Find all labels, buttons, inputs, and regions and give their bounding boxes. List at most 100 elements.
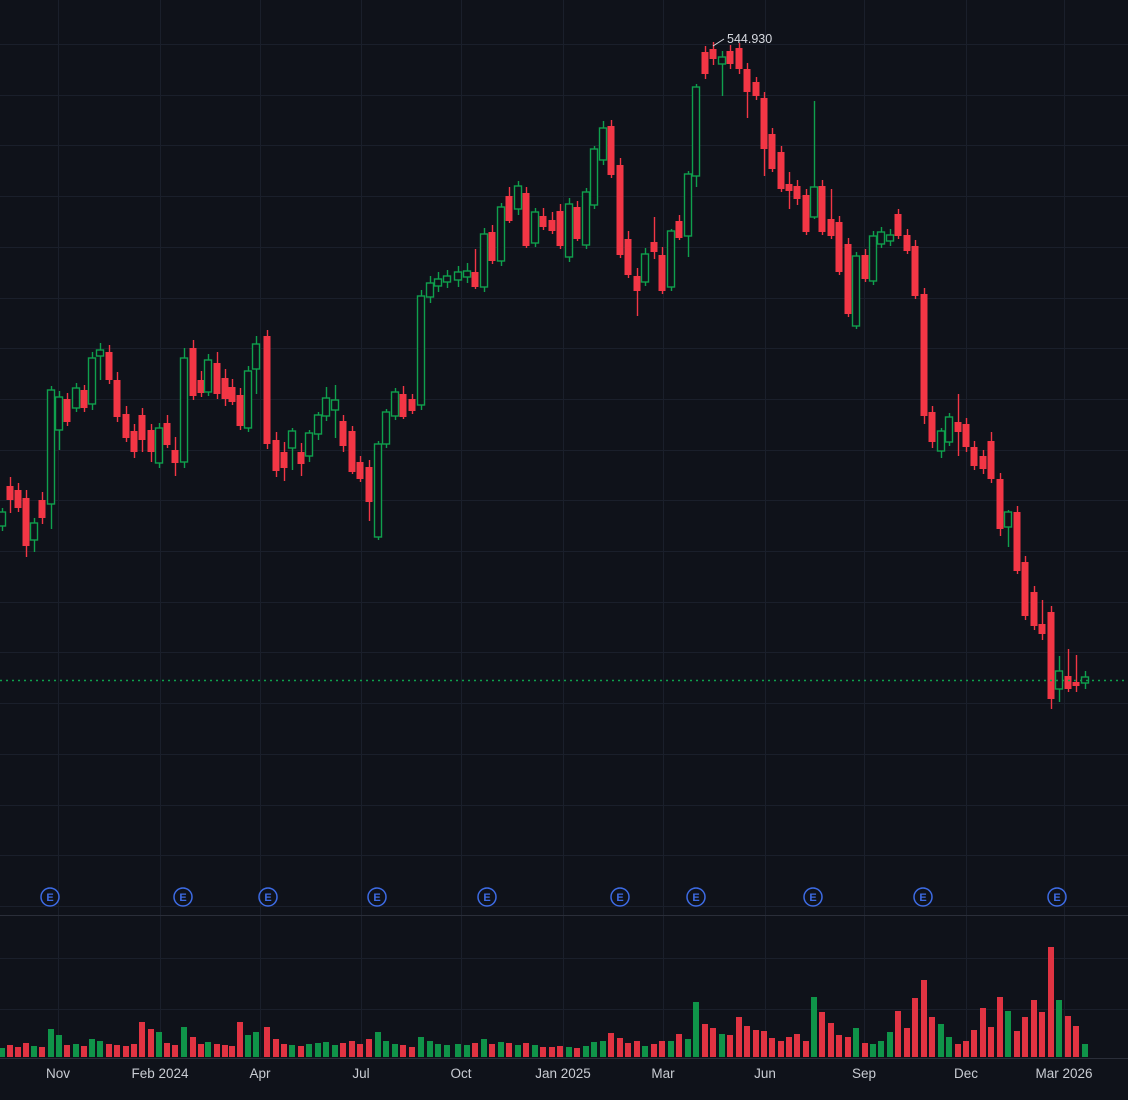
candle [701, 46, 709, 79]
volume-bar [642, 1046, 648, 1057]
earnings-marker-icon[interactable]: E [1047, 887, 1067, 907]
candle [416, 290, 426, 410]
volume-bar [506, 1043, 512, 1057]
candle [650, 217, 658, 259]
volume-bar [139, 1022, 145, 1057]
volume-bar [205, 1042, 211, 1057]
candle [71, 383, 81, 412]
candle [38, 492, 46, 524]
volume-bar [1022, 1017, 1028, 1057]
volume-bar [929, 1017, 935, 1057]
volume-bar [114, 1045, 120, 1057]
candle [228, 379, 236, 405]
candle [390, 388, 400, 420]
candlestick-series[interactable] [0, 42, 1090, 709]
volume-bar [744, 1026, 750, 1057]
volume-bar [1031, 1000, 1037, 1057]
earnings-marker-icon[interactable]: E [367, 887, 387, 907]
candle [113, 372, 121, 422]
volume-bar [862, 1043, 868, 1057]
volume-bar [237, 1022, 243, 1057]
earnings-marker-icon[interactable]: E [686, 887, 706, 907]
volume-bar [156, 1032, 162, 1057]
svg-text:E: E [919, 892, 926, 904]
volume-bar [693, 1002, 699, 1057]
volume-bar [600, 1041, 606, 1057]
candle [979, 450, 987, 474]
volume-bar [634, 1041, 640, 1057]
volume-bar [778, 1041, 784, 1057]
volume-bar [464, 1045, 470, 1057]
earnings-marker-icon[interactable]: E [40, 887, 60, 907]
candle [399, 386, 407, 419]
volume-bar [532, 1045, 538, 1057]
candle [717, 51, 727, 96]
candle [236, 388, 244, 430]
candle [365, 460, 373, 521]
volume-bar [549, 1047, 555, 1057]
volume-bar [472, 1043, 478, 1057]
volume-bar [15, 1047, 21, 1057]
earnings-marker-icon[interactable]: E [173, 887, 193, 907]
volume-bar [23, 1043, 29, 1057]
candle [851, 252, 861, 329]
candle [154, 423, 164, 468]
candle [147, 424, 155, 462]
volume-bar [1073, 1026, 1079, 1057]
volume-bar [685, 1039, 691, 1057]
volume-bar [315, 1043, 321, 1057]
volume-bar [131, 1044, 137, 1057]
volume-bar [172, 1045, 178, 1057]
candle [29, 518, 39, 552]
candle [122, 406, 130, 442]
volume-bar [0, 1048, 5, 1057]
volume-bar [181, 1027, 187, 1057]
candle [313, 412, 323, 440]
earnings-marker-icon[interactable]: E [610, 887, 630, 907]
x-axis-label: Apr [249, 1066, 271, 1081]
candle [861, 249, 869, 282]
candle [505, 187, 513, 223]
candle [87, 352, 97, 410]
candle [496, 203, 506, 266]
candle [425, 276, 435, 303]
candle [1030, 586, 1038, 630]
candle [189, 340, 197, 400]
candle [1047, 606, 1055, 709]
volume-bar [273, 1039, 279, 1057]
candle [348, 426, 356, 474]
volume-bar [523, 1043, 529, 1057]
earnings-marker-icon[interactable]: E [477, 887, 497, 907]
volume-bar [946, 1037, 952, 1057]
earnings-marker-icon[interactable]: E [913, 887, 933, 907]
earnings-marker-icon[interactable]: E [258, 887, 278, 907]
time-axis[interactable]: Nov Feb 2024 Apr Jul Oct Jan 2025 Mar Jun Sep Dec… [46, 1066, 1093, 1081]
candle [1064, 649, 1072, 692]
earnings-marker-icon[interactable]: E [803, 887, 823, 907]
candle [221, 369, 229, 406]
volume-bar [435, 1044, 441, 1057]
candle [1054, 656, 1064, 702]
volume-series[interactable] [0, 947, 1088, 1057]
volume-bar [753, 1030, 759, 1057]
volume-bar [819, 1012, 825, 1057]
x-axis-label: Sep [852, 1066, 876, 1081]
candle [171, 437, 179, 476]
candle [0, 508, 7, 531]
volume-bar [444, 1045, 450, 1057]
candle [835, 216, 843, 275]
candle [911, 240, 919, 299]
volume-bar [418, 1037, 424, 1057]
volume-bar [56, 1035, 62, 1057]
candle [130, 424, 138, 458]
candle [548, 212, 556, 234]
candle [903, 229, 911, 254]
candle [683, 171, 693, 257]
svg-text:E: E [692, 892, 699, 904]
volume-bar [48, 1029, 54, 1057]
x-axis-label: Mar [651, 1066, 675, 1081]
grid-lines [0, 0, 1128, 1057]
